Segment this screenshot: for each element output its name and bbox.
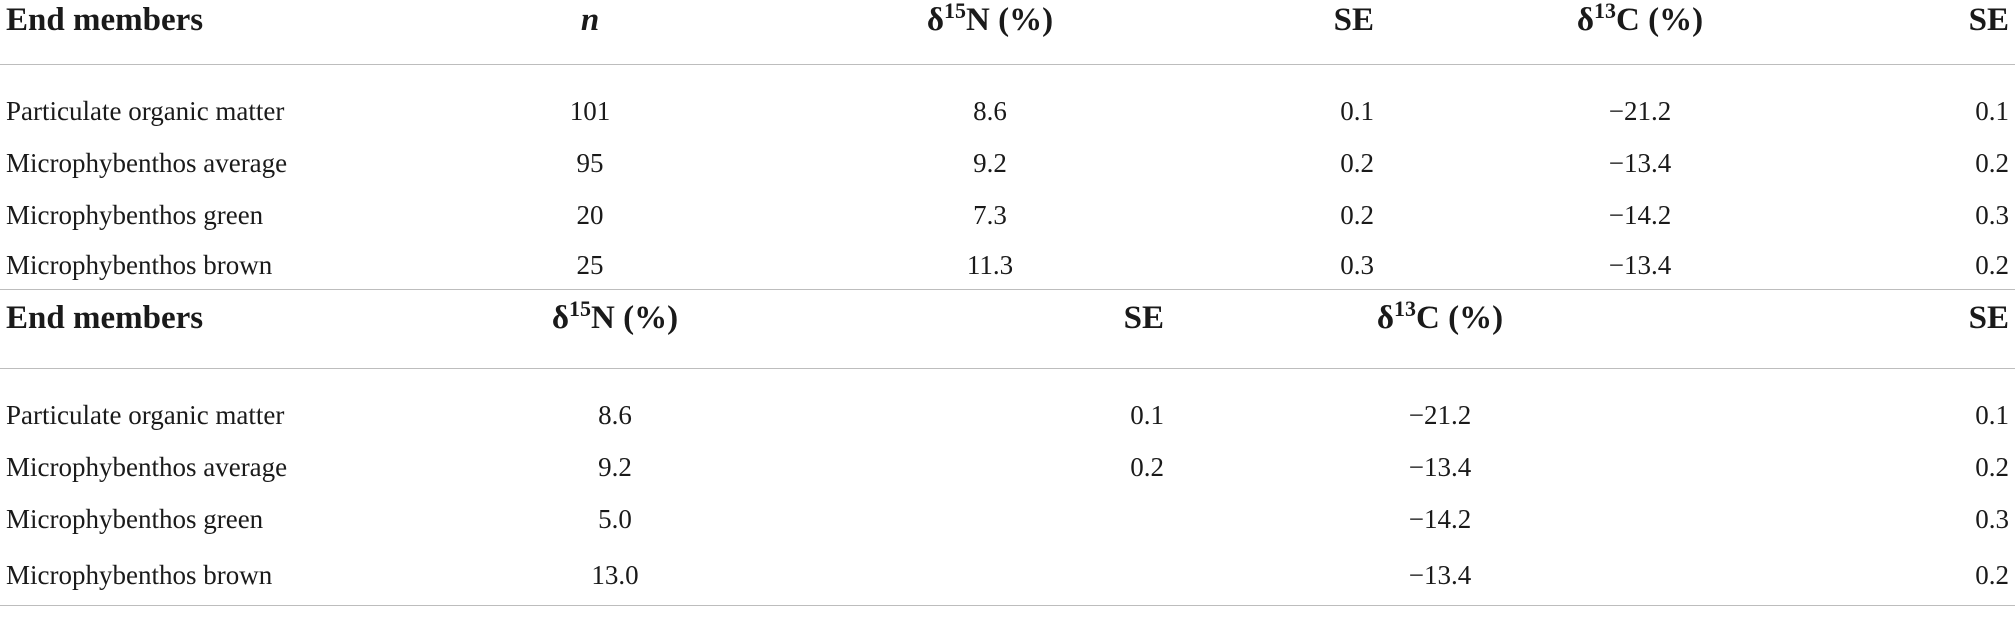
cell-se [790, 493, 1170, 545]
cell-se: 0.2 [1975, 451, 2009, 482]
table-row: Particulate organic matter 101 8.6 0.1 −… [0, 85, 2015, 137]
cell-se: 0.2 [1340, 147, 1374, 178]
cell-se: 0.3 [1975, 199, 2009, 230]
spacer-row [0, 65, 2015, 86]
cell-se: 0.2 [1710, 545, 2015, 606]
end-members-table-with-n: End members n δ15N (%) SE δ13C (%) SE Pa… [0, 0, 2015, 290]
header-se: SE [1240, 0, 1380, 65]
cell-end-member: Microphybenthos green [6, 199, 264, 230]
cell-d13c: −21.2 [1408, 399, 1472, 430]
header-end-members: End members [0, 290, 440, 369]
cell-end-member: Particulate organic matter [6, 95, 285, 126]
delta-symbol: δ [551, 300, 570, 336]
cell-d15n: 7.3 [973, 199, 1007, 230]
delta-symbol: δ [1576, 2, 1595, 38]
table-row: Microphybenthos brown 25 11.3 0.3 −13.4 … [0, 241, 2015, 290]
cell-end-member: Microphybenthos average [6, 451, 288, 482]
cell-d13c: −14.2 [1408, 503, 1472, 534]
spacer-cell [0, 369, 2015, 390]
cell-se: 0.2 [1975, 147, 2009, 178]
header-d15n-label: N (%) [966, 2, 1054, 38]
cell-se: 0.3 [1240, 241, 1380, 290]
cell-d15n: 11.3 [740, 241, 1240, 290]
cell-se [790, 545, 1170, 606]
cell-se: 0.2 [1900, 241, 2015, 290]
header-n: n [440, 0, 740, 65]
cell-end-member: Microphybenthos brown [0, 545, 440, 606]
header-d13c: δ13C (%) [1380, 0, 1900, 65]
cell-n: 25 [440, 241, 740, 290]
cell-d13c: −13.4 [1380, 241, 1900, 290]
cell-se: 0.1 [1975, 399, 2009, 430]
isotope-superscript: 15 [569, 296, 592, 321]
cell-se: 0.1 [1340, 95, 1374, 126]
cell-end-member: Microphybenthos average [6, 147, 288, 178]
spacer-cell [0, 65, 2015, 86]
header-d13c-label: C (%) [1416, 300, 1504, 336]
header-se: SE [1710, 290, 2015, 369]
table-row: Microphybenthos green 5.0 −14.2 0.3 [0, 493, 2015, 545]
cell-d13c: −13.4 [1170, 545, 1710, 606]
header-se: SE [790, 290, 1170, 369]
cell-d15n: 13.0 [440, 545, 790, 606]
table-row: Microphybenthos average 9.2 0.2 −13.4 0.… [0, 441, 2015, 493]
isotope-superscript: 15 [944, 0, 967, 23]
table-row: Microphybenthos green 20 7.3 0.2 −14.2 0… [0, 189, 2015, 241]
end-members-table: End members δ15N (%) SE δ13C (%) SE Part… [0, 290, 2015, 606]
tables-container: End members n δ15N (%) SE δ13C (%) SE Pa… [0, 0, 2015, 606]
cell-se: 0.2 [1340, 199, 1374, 230]
header-d15n-label: N (%) [591, 300, 679, 336]
cell-se: 0.1 [1975, 95, 2009, 126]
cell-end-member: Particulate organic matter [6, 399, 285, 430]
cell-end-member: Microphybenthos green [6, 503, 264, 534]
table-row: Microphybenthos average 95 9.2 0.2 −13.4… [0, 137, 2015, 189]
isotope-superscript: 13 [1594, 0, 1617, 23]
cell-n: 101 [569, 95, 611, 126]
delta-symbol: δ [1376, 300, 1395, 336]
header-end-members: End members [0, 0, 440, 65]
header-se: SE [1900, 0, 2015, 65]
cell-d15n: 8.6 [973, 95, 1007, 126]
cell-end-member: Microphybenthos brown [0, 241, 440, 290]
cell-se: 0.3 [1975, 503, 2009, 534]
cell-se: 0.2 [1130, 451, 1164, 482]
header-d13c: δ13C (%) [1170, 290, 1710, 369]
cell-d15n: 9.2 [598, 451, 632, 482]
cell-d15n: 9.2 [973, 147, 1007, 178]
table-header-row: End members n δ15N (%) SE δ13C (%) SE [0, 0, 2015, 65]
table-header-row: End members δ15N (%) SE δ13C (%) SE [0, 290, 2015, 369]
table-row: Microphybenthos brown 13.0 −13.4 0.2 [0, 545, 2015, 606]
cell-d15n: 8.6 [598, 399, 632, 430]
cell-d13c: −21.2 [1608, 95, 1672, 126]
cell-se: 0.1 [1130, 399, 1164, 430]
delta-symbol: δ [926, 2, 945, 38]
cell-d15n: 5.0 [598, 503, 632, 534]
cell-d13c: −14.2 [1608, 199, 1672, 230]
table-row: Particulate organic matter 8.6 0.1 −21.2… [0, 389, 2015, 441]
header-d15n: δ15N (%) [440, 290, 790, 369]
cell-d13c: −13.4 [1608, 147, 1672, 178]
cell-n: 20 [576, 199, 604, 230]
header-d13c-label: C (%) [1616, 2, 1704, 38]
header-d15n: δ15N (%) [740, 0, 1240, 65]
spacer-row [0, 369, 2015, 390]
cell-n: 95 [576, 147, 604, 178]
cell-d13c: −13.4 [1408, 451, 1472, 482]
isotope-superscript: 13 [1394, 296, 1417, 321]
